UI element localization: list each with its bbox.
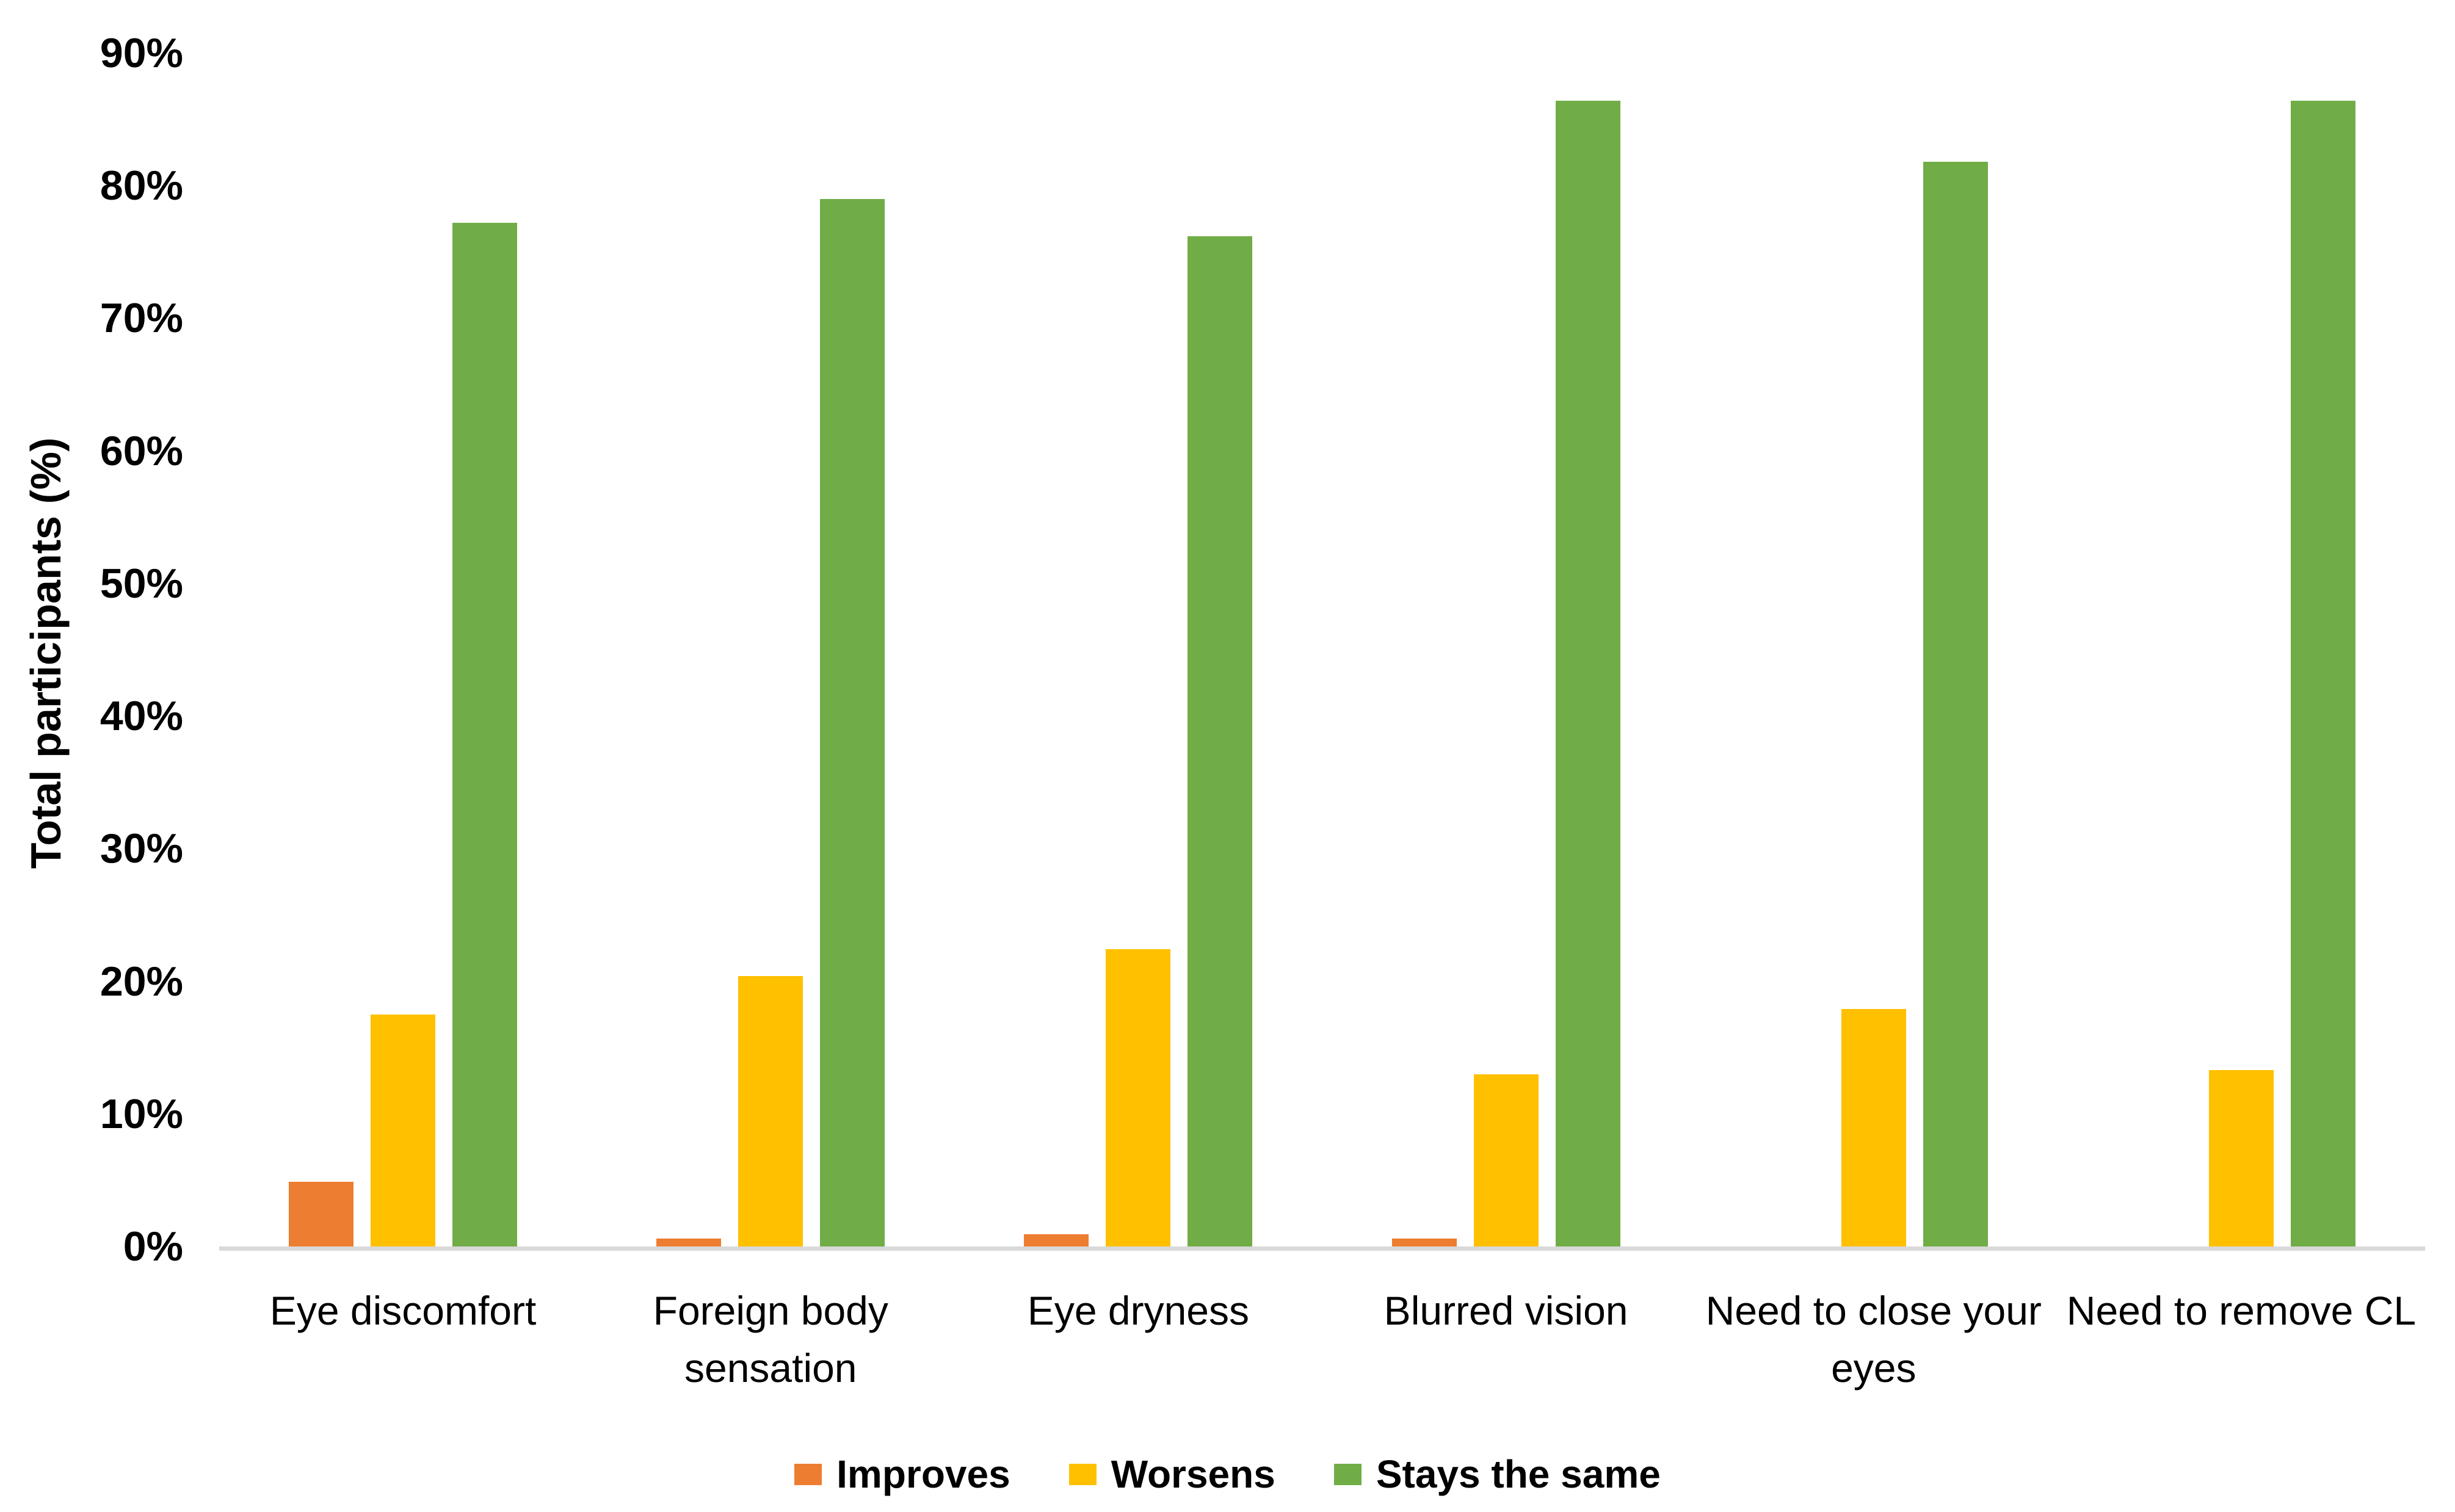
y-tick-label: 80% — [100, 162, 183, 209]
legend-label: Worsens — [1111, 1452, 1275, 1496]
y-tick-label: 50% — [100, 560, 183, 607]
y-tick-label: 70% — [100, 295, 183, 342]
bar-improves — [1391, 1238, 1457, 1246]
legend-swatch-icon — [1333, 1463, 1362, 1485]
y-tick-label: 40% — [100, 693, 183, 740]
chart-legend: Improves Worsens Stays the same — [0, 1452, 2455, 1497]
legend-label: Improves — [836, 1452, 1010, 1496]
bar-stays-the-same — [1188, 236, 1253, 1246]
legend-swatch-icon — [1068, 1463, 1097, 1485]
y-axis-title: Total participants (%) — [22, 437, 70, 869]
y-tick-label: 0% — [123, 1223, 183, 1270]
bar-worsens — [2208, 1070, 2274, 1246]
x-axis-line — [219, 1246, 2425, 1251]
bar-stays-the-same — [1555, 101, 1620, 1246]
category-label: Foreign body sensation — [653, 1288, 888, 1391]
category-group — [587, 53, 954, 1246]
bar-improves — [656, 1238, 722, 1246]
category-group — [1322, 53, 1690, 1246]
bar-stays-the-same — [1923, 162, 1988, 1246]
bar-improves — [289, 1181, 354, 1246]
category-label: Need to close your eyes — [1705, 1288, 2042, 1391]
bar-stays-the-same — [820, 198, 885, 1246]
category-label: Eye discomfort — [269, 1288, 537, 1333]
bar-stays-the-same — [2290, 101, 2355, 1246]
legend-item: Stays the same — [1333, 1452, 1661, 1497]
legend-swatch-icon — [794, 1463, 822, 1485]
x-axis-category-labels: Eye discomfort Foreign body sensation Eye … — [219, 1282, 2425, 1397]
bar-worsens — [738, 975, 803, 1246]
category-label: Eye dryness — [1027, 1288, 1250, 1333]
category-label: Need to remove CL — [2066, 1288, 2417, 1333]
plot-area — [219, 53, 2425, 1246]
bar-stays-the-same — [452, 223, 518, 1246]
legend-item: Worsens — [1068, 1452, 1275, 1497]
y-tick-label: 30% — [100, 825, 183, 872]
y-tick-label: 10% — [100, 1090, 183, 1137]
category-group — [954, 53, 1322, 1246]
bar-improves — [1024, 1234, 1089, 1246]
bar-worsens — [1841, 1009, 1906, 1246]
category-group — [1690, 53, 2058, 1246]
bar-worsens — [1473, 1074, 1539, 1246]
category-label: Blurred vision — [1383, 1288, 1628, 1333]
category-group — [2058, 53, 2425, 1246]
y-tick-label: 60% — [100, 427, 183, 474]
legend-item: Improves — [794, 1452, 1010, 1497]
category-group — [219, 53, 587, 1246]
y-tick-label: 90% — [100, 30, 183, 76]
bar-worsens — [1106, 949, 1171, 1246]
y-tick-label: 20% — [100, 958, 183, 1005]
legend-label: Stays the same — [1376, 1452, 1661, 1496]
bar-worsens — [371, 1014, 436, 1246]
